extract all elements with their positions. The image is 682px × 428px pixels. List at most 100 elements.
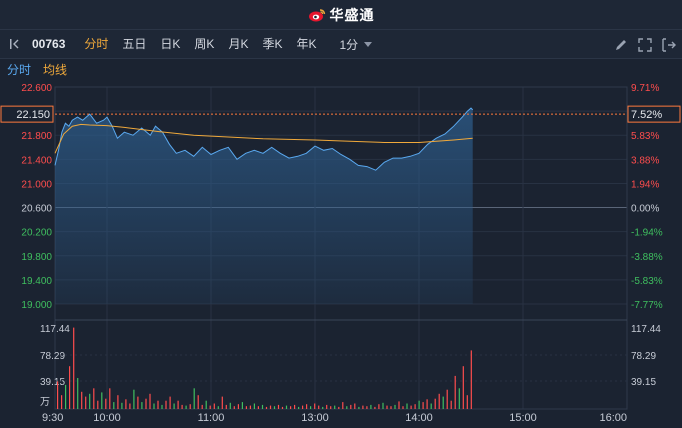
volume-bar: [294, 404, 296, 409]
volume-bar: [354, 403, 356, 409]
tab-daily-k[interactable]: 日K: [160, 36, 181, 51]
volume-bar: [157, 400, 159, 409]
legend-avg: 均线: [43, 62, 68, 77]
volume-bar: [430, 403, 432, 409]
volume-bar: [261, 404, 264, 409]
intraday-chart[interactable]: 22.6009.71%22.2007.52%21.8005.83%21.4003…: [0, 79, 682, 428]
volume-bar: [241, 402, 243, 409]
tab-monthly-k[interactable]: 月K: [228, 36, 249, 51]
tab-quarterly-k[interactable]: 季K: [262, 36, 283, 51]
volume-bar: [177, 400, 179, 409]
volume-bar: [438, 393, 440, 409]
volume-bar: [101, 392, 103, 409]
tab-intraday[interactable]: 分时: [84, 36, 109, 51]
volume-bar: [149, 393, 151, 409]
volume-bar: [269, 405, 272, 409]
volume-tick-label: 万: [40, 397, 50, 408]
volume-bar: [370, 404, 372, 409]
time-tick-label: 13:00: [301, 412, 329, 424]
volume-bar: [322, 406, 324, 409]
volume-bar: [406, 403, 408, 409]
volume-bar: [93, 388, 95, 409]
volume-bar: [85, 396, 87, 409]
volume-bar: [277, 404, 280, 409]
collapse-left-icon[interactable]: [4, 34, 26, 54]
volume-bar: [65, 384, 67, 409]
volume-bar: [57, 381, 59, 409]
volume-bar: [410, 405, 412, 409]
pct-tick-label: 9.71%: [631, 83, 659, 94]
volume-tick-label: 78.29: [40, 351, 65, 362]
time-tick-label: 11:00: [198, 412, 225, 424]
draw-pen-icon[interactable]: [614, 38, 628, 52]
fullscreen-icon[interactable]: [638, 37, 652, 52]
volume-bar: [117, 395, 119, 409]
volume-bar: [205, 400, 207, 409]
volume-bar: [454, 375, 456, 409]
volume-bar: [197, 395, 199, 409]
volume-bar: [125, 399, 127, 409]
volume-bar: [109, 388, 111, 409]
tab-weekly-k[interactable]: 周K: [194, 36, 215, 51]
volume-bar: [470, 350, 472, 409]
chevron-down-icon: [364, 41, 373, 47]
popout-icon[interactable]: [662, 37, 676, 52]
time-tick-label: 10:00: [93, 412, 121, 424]
current-pct-box: [627, 105, 681, 123]
price-tick-label: 21.400: [21, 155, 52, 166]
volume-bar: [165, 400, 167, 409]
volume-bar: [285, 405, 288, 409]
price-tick-label: 19.400: [21, 276, 52, 287]
price-area: [55, 108, 473, 304]
volume-bar: [69, 366, 71, 409]
volume-bar: [141, 402, 143, 409]
pct-tick-label: 1.94%: [631, 179, 659, 190]
volume-bar: [217, 406, 219, 409]
volume-bar: [225, 404, 227, 409]
volume-bar: [338, 406, 340, 409]
pct-tick-label: -5.83%: [631, 276, 663, 287]
volume-bar: [458, 388, 460, 409]
volume-bar: [462, 366, 464, 409]
chart-legend: 分时 均线: [0, 59, 682, 79]
brand-bar: 华盛通: [0, 0, 682, 30]
volume-bar: [314, 403, 316, 409]
volume-bar: [161, 404, 163, 409]
chart-tools: [614, 30, 676, 59]
volume-bar: [342, 402, 344, 409]
volume-bar: [426, 399, 428, 409]
volume-bar: [185, 405, 187, 409]
volume-bar: [298, 406, 300, 409]
volume-bar: [181, 404, 183, 409]
volume-bar: [358, 406, 360, 409]
volume-bar: [77, 378, 79, 409]
volume-bar: [201, 404, 203, 409]
period-dropdown[interactable]: 1分: [323, 36, 378, 53]
volume-bar: [73, 327, 75, 409]
time-tick-label: 15:00: [509, 412, 537, 424]
current-price-box: [0, 105, 54, 123]
volume-bar: [233, 406, 235, 409]
volume-bar: [273, 406, 276, 409]
volume-bar: [153, 403, 155, 409]
tab-five-day[interactable]: 五日: [122, 36, 147, 51]
volume-bar: [281, 406, 284, 409]
volume-bar: [398, 401, 400, 409]
current-price-label: 22.150: [16, 109, 50, 121]
avg-line: [54, 123, 473, 154]
price-tick-label: 21.800: [21, 131, 52, 142]
volume-tick-label: 117.44: [40, 324, 70, 335]
volume-bar: [446, 389, 448, 409]
time-tick-label: 14:00: [405, 412, 433, 424]
volume-bar: [61, 395, 63, 409]
time-tick-label: 9:30: [42, 412, 63, 424]
period-label: 1分: [339, 37, 359, 52]
price-line: [54, 107, 474, 171]
volume-bar: [213, 403, 215, 409]
price-tick-label: 21.000: [21, 179, 52, 190]
time-tick-label: 16:00: [599, 412, 627, 424]
tab-yearly-k[interactable]: 年K: [296, 36, 317, 51]
toolbar: 00763 分时 五日 日K 周K 月K 季K 年K 1分: [0, 30, 682, 59]
legend-price: 分时: [7, 62, 32, 77]
volume-bar: [249, 405, 251, 409]
